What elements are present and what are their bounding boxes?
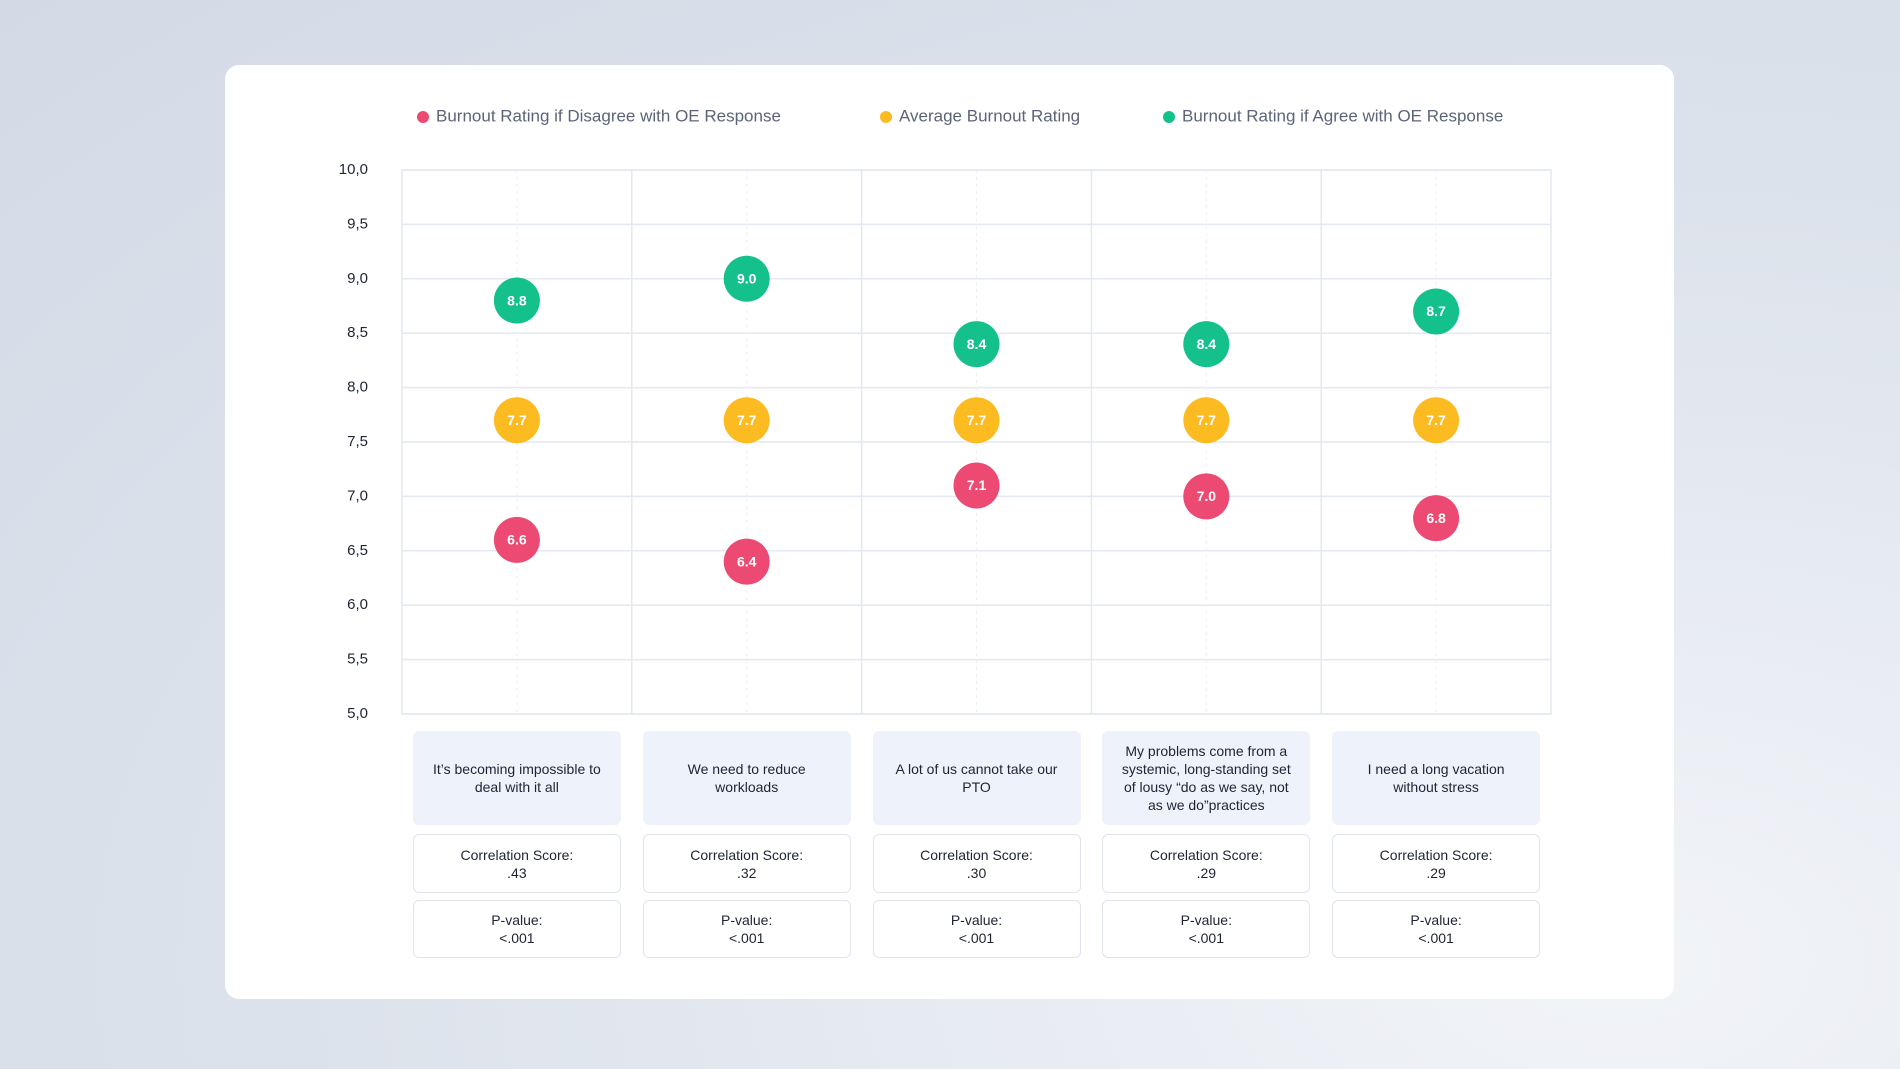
category-label: It’s becoming impossible to deal with it… — [432, 761, 601, 795]
correlation-box: Correlation Score: .29 — [1332, 834, 1541, 893]
y-tick-label: 9,0 — [347, 270, 368, 287]
data-label: 7.7 — [967, 412, 987, 428]
p-value-box: P-value: <.001 — [1332, 900, 1541, 958]
p-value-box: P-value: <.001 — [872, 900, 1081, 958]
category-label: I need a long vacation without stress — [1367, 761, 1505, 795]
correlation-score: .29 — [1196, 864, 1217, 881]
p-value-box: P-value: <.001 — [412, 900, 621, 958]
correlation-label: Correlation Score: — [1379, 846, 1493, 863]
category-box: I need a long vacation without stress — [1332, 731, 1541, 825]
dot — [493, 516, 540, 563]
dot — [1183, 321, 1230, 368]
y-tick-label: 10,0 — [339, 161, 368, 178]
category-box: A lot of us cannot take our PTO — [872, 731, 1081, 825]
dot — [723, 397, 770, 444]
correlation-label: Correlation Score: — [690, 846, 804, 863]
category-box: We need to reduce workloads — [642, 731, 851, 825]
correlation-box: Correlation Score: .30 — [872, 834, 1081, 893]
y-tick-label: 6,0 — [347, 596, 368, 613]
dot — [953, 397, 1000, 444]
dot — [723, 255, 770, 302]
data-label: 8.4 — [967, 336, 987, 352]
data-label: 7.7 — [737, 412, 757, 428]
data-label: 6.8 — [1426, 510, 1446, 526]
p-value: <.001 — [728, 930, 765, 946]
correlation-box: Correlation Score: .29 — [1102, 834, 1311, 893]
p-value-box: P-value: <.001 — [1102, 900, 1311, 958]
legend-marker — [880, 111, 892, 123]
y-tick-label: 5,5 — [347, 651, 368, 668]
p-value-box: P-value: <.001 — [642, 900, 851, 958]
data-label: 8.8 — [507, 292, 527, 308]
y-tick-label: 8,0 — [347, 379, 368, 396]
data-label: 6.6 — [507, 532, 527, 548]
dot — [953, 462, 1000, 509]
category-box: My problems come from a systemic, long-s… — [1102, 731, 1311, 825]
p-value: <.001 — [958, 930, 995, 946]
dot — [1183, 473, 1230, 520]
p-value-label: P-value: — [1410, 912, 1462, 928]
legend-label: Average Burnout Rating — [899, 106, 1080, 125]
correlation-score: .29 — [1426, 864, 1446, 881]
p-value: <.001 — [1188, 930, 1225, 946]
dot — [1413, 495, 1460, 542]
dot — [1413, 288, 1460, 335]
data-label: 7.7 — [507, 412, 527, 428]
data-label: 7.7 — [1426, 412, 1446, 428]
dot — [1183, 397, 1230, 444]
p-value-label: P-value: — [1180, 912, 1232, 928]
card: Burnout Rating if Disagree with OE Respo… — [225, 65, 1674, 999]
legend-marker — [417, 111, 429, 123]
legend-label: Burnout Rating if Agree with OE Response — [1182, 106, 1503, 125]
category-box: It’s becoming impossible to deal with it… — [412, 731, 621, 825]
chart: Burnout Rating if Disagree with OE Respo… — [339, 106, 1552, 722]
correlation-label: Correlation Score: — [920, 846, 1033, 863]
data-label: 9.0 — [737, 271, 757, 287]
p-value-label: P-value: — [950, 912, 1003, 928]
correlation-score: .32 — [736, 864, 757, 881]
dot — [723, 538, 770, 585]
data-label: 7.0 — [1197, 488, 1217, 504]
data-label: 8.7 — [1426, 303, 1446, 319]
legend-marker — [1163, 111, 1175, 123]
y-tick-label: 7,0 — [347, 487, 368, 504]
y-tick-label: 7,5 — [347, 433, 368, 450]
dot — [1413, 397, 1460, 444]
category-label: My problems come from a systemic, long-s… — [1121, 743, 1291, 813]
data-label: 7.1 — [967, 477, 987, 493]
dot — [953, 321, 1000, 368]
correlation-score: .30 — [966, 864, 987, 881]
dot — [493, 277, 540, 324]
correlation-label: Correlation Score: — [460, 846, 574, 863]
correlation-label: Correlation Score: — [1149, 846, 1263, 863]
data-label: 8.4 — [1197, 336, 1217, 352]
correlation-score: .43 — [507, 864, 527, 881]
correlation-box: Correlation Score: .32 — [642, 834, 851, 893]
p-value: <.001 — [499, 930, 535, 946]
y-tick-label: 8,5 — [347, 324, 368, 341]
y-tick-label: 5,0 — [347, 705, 368, 722]
data-label: 7.7 — [1197, 412, 1217, 428]
p-value: <.001 — [1418, 930, 1454, 946]
p-value-label: P-value: — [491, 912, 543, 928]
y-tick-label: 6,5 — [347, 542, 368, 559]
correlation-box: Correlation Score: .43 — [412, 834, 621, 893]
data-label: 6.4 — [737, 553, 757, 569]
legend-label: Burnout Rating if Disagree with OE Respo… — [436, 106, 781, 125]
y-tick-label: 9,5 — [347, 215, 368, 232]
category-label: A lot of us cannot take our PTO — [895, 761, 1058, 795]
p-value-label: P-value: — [721, 912, 773, 928]
category-label: We need to reduce workloads — [687, 761, 806, 795]
dot — [493, 397, 540, 444]
